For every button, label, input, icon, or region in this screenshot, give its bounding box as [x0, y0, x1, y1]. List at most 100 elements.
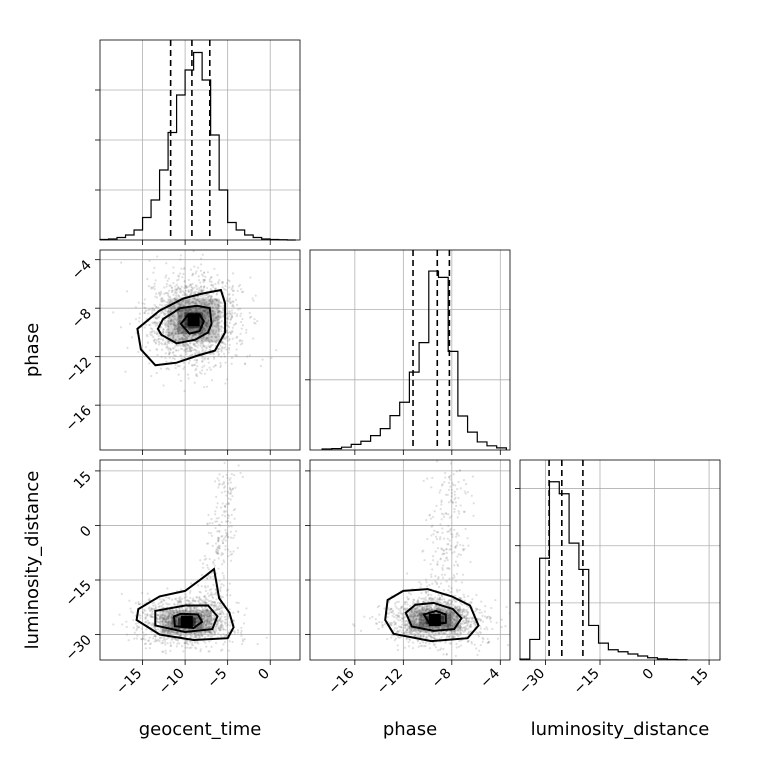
- sample-point: [205, 303, 208, 306]
- sample-point: [393, 629, 396, 632]
- sample-point: [198, 602, 201, 605]
- sample-point: [218, 335, 221, 338]
- sample-point: [173, 631, 176, 634]
- sample-point: [245, 328, 248, 331]
- sample-point: [159, 612, 162, 615]
- sample-point: [202, 599, 205, 602]
- sample-point: [217, 317, 221, 320]
- contour-level-2-geocent_time-vs-phase: [156, 304, 213, 345]
- sample-point: [184, 284, 187, 287]
- sample-point: [160, 615, 163, 619]
- sample-point: [174, 609, 177, 612]
- sample-point: [229, 302, 232, 305]
- sample-point: [215, 598, 218, 601]
- sample-point: [182, 330, 185, 333]
- sample-point: [190, 346, 194, 350]
- sample-point: [198, 597, 201, 600]
- sample-point: [182, 361, 185, 364]
- sample-point: [175, 611, 178, 614]
- sample-point: [160, 615, 163, 618]
- sample-point: [221, 311, 224, 314]
- sample-point: [438, 609, 442, 612]
- sample-point: [139, 617, 142, 620]
- sample-point: [176, 313, 180, 316]
- sample-point: [194, 302, 197, 305]
- sample-point: [213, 631, 216, 634]
- sample-point: [184, 609, 188, 612]
- sample-point: [254, 294, 257, 297]
- sample-point: [241, 342, 244, 345]
- sample-point: [239, 338, 242, 342]
- sample-point: [188, 308, 191, 311]
- sample-point: [403, 620, 406, 623]
- sample-point: [194, 635, 197, 639]
- sample-point: [151, 286, 154, 289]
- sample-point: [168, 352, 171, 356]
- sample-point: [205, 621, 208, 624]
- sample-point: [206, 325, 209, 328]
- sample-point: [202, 298, 205, 302]
- sample-point: [156, 348, 159, 351]
- sample-point: [174, 339, 177, 342]
- sample-point: [185, 342, 189, 346]
- sample-point: [227, 517, 230, 520]
- sample-point: [171, 625, 175, 628]
- sample-point: [236, 313, 239, 316]
- sample-point: [200, 632, 203, 635]
- sample-point: [205, 301, 208, 304]
- sample-point: [202, 344, 205, 347]
- sample-point: [193, 632, 196, 635]
- sample-point: [206, 304, 209, 308]
- sample-point: [452, 636, 455, 639]
- x-tick-label-phase-vs-luminosity_distance: −8: [429, 666, 455, 692]
- sample-point: [430, 575, 433, 579]
- sample-point: [149, 615, 152, 618]
- sample-point: [432, 643, 436, 646]
- sample-point: [196, 619, 200, 622]
- sample-point: [219, 612, 222, 616]
- sample-point: [181, 309, 184, 312]
- sample-point: [188, 350, 192, 353]
- sample-point: [154, 635, 157, 638]
- sample-point: [448, 604, 451, 607]
- sample-point: [381, 624, 384, 627]
- sample-point: [151, 329, 154, 333]
- sample-point: [191, 274, 194, 277]
- sample-point: [201, 330, 204, 334]
- sample-point: [204, 608, 207, 611]
- sample-point: [172, 611, 176, 615]
- sample-point: [163, 636, 166, 639]
- sample-point: [231, 326, 234, 329]
- sample-point: [170, 616, 173, 619]
- sample-point: [161, 619, 164, 622]
- sample-point: [213, 340, 217, 343]
- sample-point: [204, 323, 207, 326]
- sample-point: [203, 279, 206, 282]
- sample-point: [207, 630, 210, 633]
- sample-point: [161, 639, 164, 642]
- sample-point: [185, 347, 188, 351]
- sample-point: [403, 608, 406, 611]
- sample-point: [221, 514, 224, 517]
- sample-point: [167, 353, 171, 356]
- sample-point: [209, 344, 213, 347]
- sample-point: [200, 614, 203, 618]
- sample-point: [410, 610, 413, 613]
- sample-point: [170, 332, 174, 335]
- sample-point: [209, 577, 212, 580]
- sample-point: [414, 633, 417, 637]
- sample-point: [190, 292, 193, 295]
- sample-point: [411, 616, 414, 619]
- sample-point: [411, 622, 414, 625]
- sample-point: [156, 317, 159, 320]
- contour-level-1-geocent_time-vs-phase: [136, 288, 227, 367]
- sample-point: [216, 608, 219, 612]
- sample-point: [180, 315, 184, 318]
- sample-point: [253, 321, 256, 324]
- sample-point: [450, 624, 454, 627]
- sample-point: [451, 623, 454, 626]
- sample-point: [440, 632, 443, 635]
- sample-point: [445, 557, 448, 560]
- sample-point: [452, 612, 455, 615]
- sample-point: [186, 350, 189, 353]
